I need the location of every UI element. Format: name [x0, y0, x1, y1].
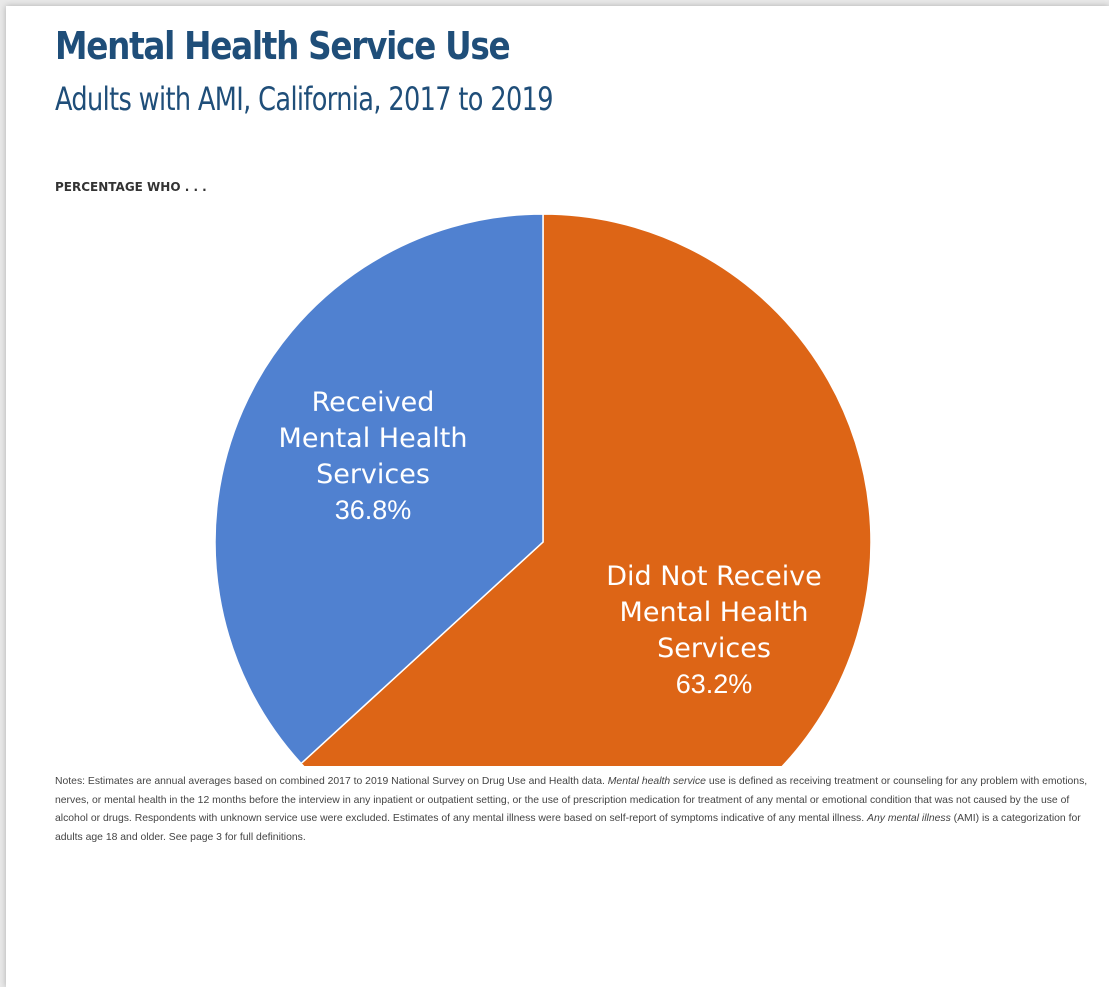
- pie-chart: Did Not Receive Mental Health Services 63.2…: [214, 213, 872, 766]
- slice-label-received-mental-health-services-line-3: Services: [316, 459, 430, 490]
- notes-text-2: use is defined as receiving treatment or…: [55, 776, 1088, 825]
- notes-term-any-mental-illness: Any mental illness: [867, 813, 951, 825]
- chart-caption: PERCENTAGE WHO . . .: [55, 180, 207, 194]
- slice-label-did-not-receive-mental-health-services-line-3: Services: [657, 633, 771, 664]
- page-title: Mental Health Service Use: [55, 24, 511, 68]
- slice-label-received-mental-health-services-line-1: Received: [312, 387, 435, 418]
- chart-notes: Notes: Estimates are annual averages bas…: [55, 773, 1099, 847]
- slice-value-did-not-receive-mental-health-services: 63.2%: [676, 669, 753, 699]
- slice-value-received-mental-health-services: 36.8%: [335, 495, 412, 525]
- pie-slice-did-not-receive-mental-health-services: [300, 213, 872, 766]
- page-subtitle: Adults with AMI, California, 2017 to 201…: [55, 80, 554, 118]
- notes-text-3: (AMI) is a categorization for adults age…: [55, 813, 1081, 843]
- pie-slice-received-mental-health-services: [214, 213, 544, 765]
- notes-term-mental-health-service: Mental health service: [607, 776, 706, 787]
- slice-label-did-not-receive-mental-health-services-line-1: Did Not Receive: [606, 561, 822, 592]
- report-page: Mental Health Service Use Adults with AM…: [6, 6, 1109, 987]
- notes-text-1: Notes: Estimates are annual averages bas…: [55, 776, 608, 787]
- slice-label-did-not-receive-mental-health-services-line-2: Mental Health: [620, 597, 809, 628]
- slice-label-received-mental-health-services-line-2: Mental Health: [279, 423, 468, 454]
